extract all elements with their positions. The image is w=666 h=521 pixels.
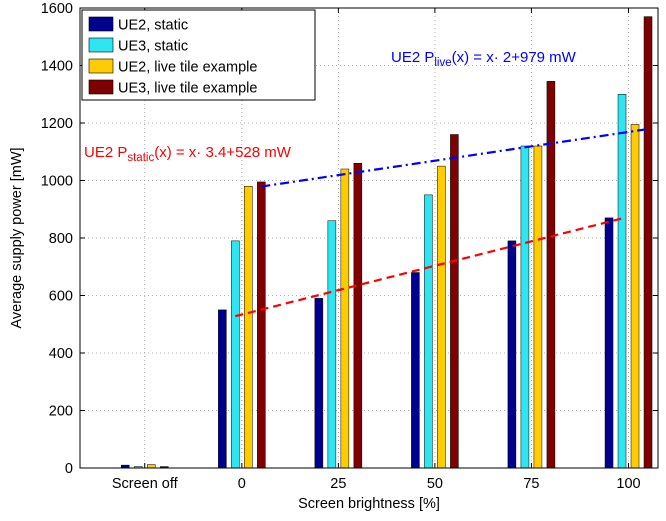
x-tick-label: 100 xyxy=(616,476,640,492)
legend-entry-label: UE2, live tile example xyxy=(118,60,257,76)
bar xyxy=(437,165,446,469)
bar xyxy=(520,145,530,469)
bar xyxy=(244,186,253,469)
annotation-static-fit: UE2 Pstatic(x) = x· 3.4+528 mW xyxy=(84,144,292,164)
tick-layer: 0 200 400 600 800 1000 1200 1400 1600 Screen off 0… xyxy=(41,1,658,492)
bar xyxy=(411,272,420,469)
bar xyxy=(314,298,324,469)
y-tick-label: 600 xyxy=(49,289,73,305)
x-axis-label: Screen brightness [%] xyxy=(298,496,440,512)
fit-layer xyxy=(235,127,649,318)
y-tick-label: 800 xyxy=(49,231,73,247)
bar xyxy=(643,16,653,469)
bar xyxy=(450,134,459,469)
y-tick-label: 1000 xyxy=(41,174,73,190)
x-tick-label: 50 xyxy=(427,476,443,492)
y-tick-label: 200 xyxy=(49,404,73,420)
bar-layer xyxy=(120,16,653,469)
bar xyxy=(630,124,640,469)
y-tick-label: 1400 xyxy=(41,59,73,75)
y-axis-label: Average supply power [mW] xyxy=(9,147,25,328)
y-tick-label: 0 xyxy=(65,461,73,477)
x-tick-label: 0 xyxy=(238,476,246,492)
bar xyxy=(617,94,627,469)
fit-line-static xyxy=(235,217,623,318)
bar xyxy=(507,240,517,469)
legend-entry-label: UE3, live tile example xyxy=(118,81,257,97)
legend-swatch xyxy=(88,16,114,32)
legend-swatch xyxy=(88,58,114,74)
fit-line-live xyxy=(261,127,649,188)
x-tick-label: Screen off xyxy=(112,476,179,492)
legend-entry-label: UE3, static xyxy=(118,39,188,55)
bar xyxy=(231,240,240,469)
bar xyxy=(218,309,227,469)
legend-entry-label: UE2, static xyxy=(118,18,188,34)
annotations: UE2 Plive(x) = x· 2+979 mW UE2 Pstatic(x)… xyxy=(84,49,577,164)
bar xyxy=(257,181,266,469)
legend-box xyxy=(81,9,316,101)
legend-swatch xyxy=(88,79,114,95)
bar xyxy=(424,194,433,469)
legend-swatch xyxy=(88,37,114,53)
bar xyxy=(327,220,337,469)
x-tick-label: 75 xyxy=(523,476,539,492)
y-tick-label: 1600 xyxy=(41,1,73,17)
bar xyxy=(353,163,363,469)
annotation-live-fit: UE2 Plive(x) = x· 2+979 mW xyxy=(391,49,577,69)
bar xyxy=(546,81,556,469)
x-tick-label: 25 xyxy=(330,476,346,492)
bar xyxy=(340,168,350,469)
bar xyxy=(604,217,614,469)
bar xyxy=(533,145,543,469)
y-tick-label: 400 xyxy=(49,346,73,362)
bar xyxy=(146,464,156,469)
legend: UE2, static UE3, static UE2, live tile exa… xyxy=(81,9,316,101)
y-tick-label: 1200 xyxy=(41,116,73,132)
